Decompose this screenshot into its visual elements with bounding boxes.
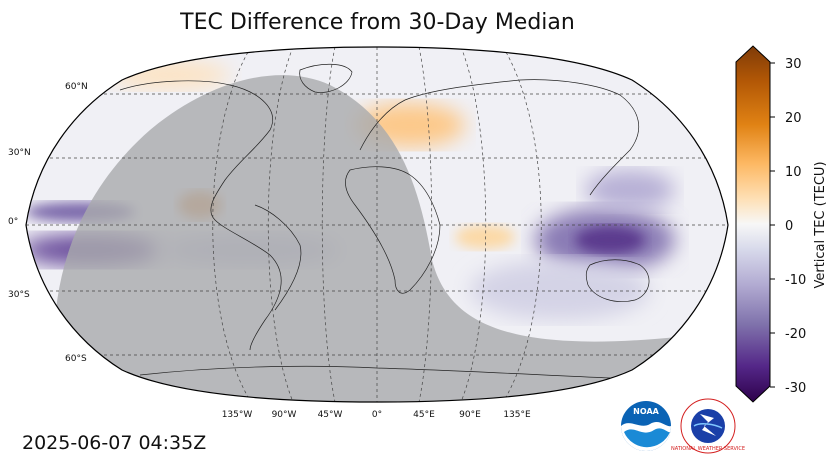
colorbar-tick-10: 10 <box>785 165 802 180</box>
gridline-135w <box>212 47 252 402</box>
lon-label-0: 0° <box>372 410 382 420</box>
eurasia-coast <box>359 79 639 196</box>
coastlines <box>119 63 650 379</box>
australia-coast <box>585 259 650 302</box>
gridline-45w <box>321 47 336 402</box>
lon-label-90e: 90°E <box>459 410 481 420</box>
gridline-90e <box>460 47 487 402</box>
lon-label-90w: 90°W <box>272 410 297 420</box>
gridline-45e <box>418 47 433 402</box>
gridline-90w <box>267 47 294 402</box>
lon-label-135e: 135°E <box>503 410 531 420</box>
colorbar-tick-30: 30 <box>785 57 802 72</box>
lat-label-60s: 60°S <box>65 354 87 364</box>
colorbar-tick-neg10: -10 <box>785 273 806 288</box>
map-title: TEC Difference from 30-Day Median <box>180 10 575 35</box>
lon-label-45e: 45°E <box>413 410 435 420</box>
tec-negative-pacific <box>585 170 675 210</box>
africa-coast <box>345 166 441 294</box>
colorbar-tick-20: 20 <box>785 111 802 126</box>
colorbar-tick-neg30: -30 <box>785 381 806 396</box>
noaa-logo: NOAA <box>621 401 671 451</box>
tec-positive-indian-ocean <box>455 225 515 249</box>
lat-label-0: 0° <box>8 217 18 227</box>
globe-outline <box>25 46 729 403</box>
colorbar: 30 20 10 0 -10 -20 -30 Vertical TEC (TEC… <box>735 45 828 403</box>
colorbar-ticks <box>770 62 775 388</box>
tec-negative-core <box>575 226 645 254</box>
gridline-135e <box>502 47 542 402</box>
tec-negative-indian <box>470 260 650 320</box>
lat-label-30n: 30°N <box>8 148 31 158</box>
night-shade <box>54 75 728 402</box>
lon-label-45w: 45°W <box>318 410 343 420</box>
nws-logo: NATIONAL WEATHER SERVICE <box>671 398 745 454</box>
noaa-logo-text: NOAA <box>633 407 659 416</box>
lon-label-135w: 135°W <box>222 410 253 420</box>
nws-logo-text: NATIONAL WEATHER SERVICE <box>671 446 745 452</box>
gridlines <box>26 47 728 402</box>
colorbar-tick-neg20: -20 <box>785 327 806 342</box>
timestamp: 2025-06-07 04:35Z <box>22 432 207 454</box>
tec-positive-arctic <box>110 61 230 89</box>
colorbar-tick-0: 0 <box>785 219 793 234</box>
colorbar-label: Vertical TEC (TECU) <box>813 161 828 288</box>
antarctica-coast <box>139 365 611 379</box>
greenland-coast <box>299 63 353 93</box>
americas-coast <box>119 80 282 351</box>
south-america-coast <box>254 204 302 311</box>
lat-label-30s: 30°S <box>8 290 30 300</box>
lat-label-60n: 60°N <box>65 82 88 92</box>
colorbar-gradient <box>735 45 771 403</box>
